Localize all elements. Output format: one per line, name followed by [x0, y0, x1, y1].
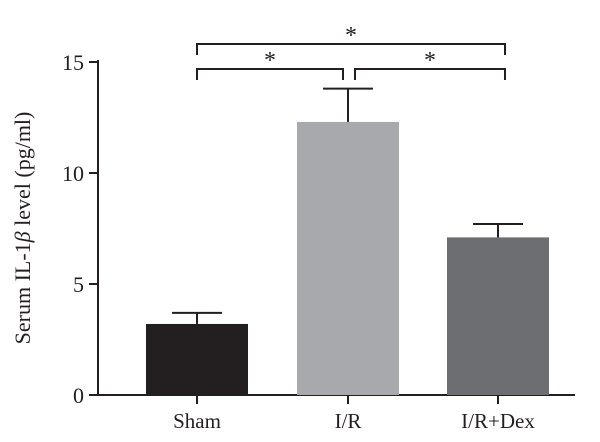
- bar-i-r-dex: [447, 237, 549, 395]
- significance-bracket: [196, 43, 506, 55]
- y-axis-title-prefix: Serum IL-1: [10, 242, 35, 344]
- significance-brackets: * * *: [196, 23, 506, 80]
- y-axis-title: Serum IL-1β level (pg/ml): [10, 112, 35, 345]
- significance-bracket: [196, 68, 344, 80]
- bars: [146, 121, 549, 395]
- x-category-label: Sham: [173, 409, 221, 433]
- y-axis-title-suffix: level (pg/ml): [10, 112, 35, 232]
- bar-i-r: [297, 121, 399, 395]
- y-axis-title-symbol: β: [10, 231, 35, 243]
- y-tick-label: 15: [62, 50, 84, 75]
- error-bars: [172, 87, 523, 324]
- significance-bracket: [354, 68, 506, 80]
- y-tick-label: 0: [73, 383, 84, 408]
- y-tick-label: 5: [73, 272, 84, 297]
- x-category-label: I/R: [335, 409, 362, 433]
- significance-asterisk: *: [424, 48, 436, 74]
- significance-asterisk: *: [264, 48, 276, 74]
- bar-sham: [146, 323, 248, 395]
- y-tick-label: 10: [62, 161, 84, 186]
- x-category-label: I/R+Dex: [461, 409, 535, 433]
- significance-asterisk: *: [345, 23, 357, 49]
